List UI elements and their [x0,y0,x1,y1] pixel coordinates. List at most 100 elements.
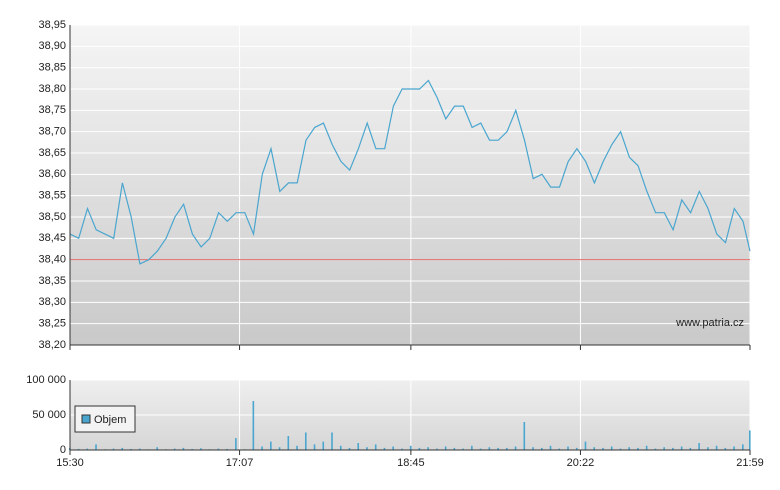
y-tick-label: 38,25 [38,318,66,330]
y-tick-label: 38,70 [38,126,66,138]
volume-bar [514,446,517,450]
price-plot-area [70,25,750,345]
volume-bar [401,448,403,450]
volume-bar [506,447,508,450]
volume-bar [304,432,307,450]
volume-bar [418,447,421,450]
x-tick-label: 20:22 [567,457,595,469]
volume-bar [112,448,115,450]
y-tick-label: 38,50 [38,211,66,223]
volume-bar [173,448,176,450]
volume-bar [252,401,255,450]
volume-bar [645,445,648,450]
volume-bar [680,446,683,450]
y-tick-label: 38,45 [38,232,66,244]
volume-bar [200,448,202,450]
y-tick-label: 38,30 [38,296,66,308]
volume-bar [471,445,473,450]
y-tick-label: 38,65 [38,147,66,159]
volume-bar [689,447,692,450]
volume-bar [628,447,630,450]
volume-bar [374,444,377,450]
volume-bar [366,447,368,450]
volume-bar [558,448,561,450]
volume-bar [331,432,333,450]
volume-bar [584,441,587,450]
volume-bar [733,446,735,450]
volume-bar [637,447,639,450]
y-tick-label: 38,80 [38,83,66,95]
x-tick-label: 21:59 [736,457,764,469]
volume-bar [698,443,700,450]
volume-bar [593,447,596,450]
volume-bar [217,448,220,450]
volume-bar [444,446,447,450]
volume-bar [549,445,552,450]
volume-bar [427,447,429,450]
y-tick-label: 38,85 [38,62,66,74]
volume-bar [532,447,534,450]
volume-bar [724,447,727,450]
volume-bar [339,445,342,450]
volume-bar [409,445,412,450]
x-tick-label: 18:45 [397,457,425,469]
volume-bar [742,444,744,450]
x-tick-label: 17:07 [226,457,254,469]
volume-bar [86,448,89,450]
volume-bar [663,447,665,450]
y-tick-label: 38,95 [38,19,66,31]
volume-bar [261,446,263,450]
volume-bar [392,446,394,450]
volume-bar [575,447,578,450]
volume-bar [715,445,718,450]
y-tick-label: 100 000 [26,374,66,386]
volume-bar [540,447,543,450]
volume-bar [567,446,569,450]
volume-bar [138,448,141,450]
volume-bar [191,448,193,450]
volume-bar [95,444,97,450]
volume-bar [270,441,272,450]
volume-bar [462,448,464,450]
volume-bar [313,444,316,450]
volume-bar [296,445,298,450]
volume-bar [130,448,132,450]
y-tick-label: 38,75 [38,104,66,116]
legend-label: Objem [94,414,126,426]
volume-bar [348,447,351,450]
legend-swatch [81,414,91,424]
watermark: www.patria.cz [675,317,744,329]
volume-bar [672,447,674,450]
volume-bar [182,447,185,450]
volume-bar [357,443,360,450]
volume-bar [619,448,622,450]
y-tick-label: 38,20 [38,339,66,351]
volume-bar [602,447,604,450]
legend: Objem [74,405,136,433]
volume-bar [287,436,290,450]
volume-bar [383,447,386,450]
volume-bar [436,448,438,450]
volume-bar [488,447,491,450]
volume-bar [479,448,482,450]
volume-bar [77,448,80,450]
y-tick-label: 38,90 [38,40,66,52]
volume-bar [121,447,124,450]
price-line [69,79,751,265]
volume-bar [235,438,237,450]
volume-bar [322,441,325,450]
volume-bar [226,448,228,450]
layer: 38,20 38,25 38,30 38,35 38,40 38,45 38,50 38,55… [26,19,764,469]
volume-bar [156,447,159,450]
volume-bar [523,422,526,450]
volume-bar [707,447,709,450]
volume-bar [453,447,456,450]
y-tick-label: 0 [60,444,66,456]
volume-bar [654,448,657,450]
y-tick-label: 38,35 [38,275,66,287]
y-tick-label: 38,55 [38,190,66,202]
y-tick-label: 50 000 [32,409,66,421]
volume-bar [749,430,751,450]
